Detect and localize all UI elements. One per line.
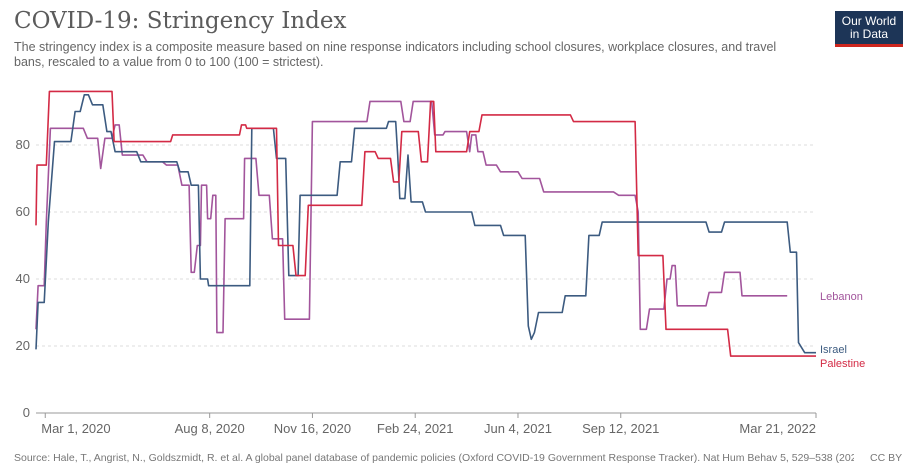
x-tick-label: Jun 4, 2021 (484, 421, 552, 436)
chart-subtitle: The stringency index is a composite meas… (14, 40, 777, 69)
x-tick-label: Mar 21, 2022 (739, 421, 816, 436)
x-axis: Mar 1, 2020 Aug 8, 2020 Nov 16, 2020 Feb 24… (41, 413, 817, 436)
license-link[interactable]: CC BY (870, 452, 903, 464)
logo-line-1: Our World (841, 14, 897, 28)
y-tick-label: 20 (16, 338, 30, 353)
x-tick-label: Feb 24, 2021 (377, 421, 454, 436)
y-axis-ticks: 0 20 40 60 80 (16, 137, 30, 420)
x-tick-label: Sep 12, 2021 (582, 421, 659, 436)
x-tick-label: Nov 16, 2020 (274, 421, 351, 436)
series-label-israel: Israel (820, 344, 847, 356)
series-label-lebanon: Lebanon (820, 291, 863, 303)
series-line-lebanon (35, 100, 788, 334)
logo-line-2: in Data (849, 27, 889, 41)
y-tick-label: 60 (16, 204, 30, 219)
source-note: Source: Hale, T., Angrist, N., Goldszmid… (14, 452, 854, 464)
series-lines (35, 90, 816, 357)
series-line-israel (35, 94, 816, 354)
x-tick-label: Aug 8, 2020 (175, 421, 245, 436)
y-tick-label: 40 (16, 271, 30, 286)
series-labels: Lebanon Israel Palestine (820, 291, 865, 370)
owid-logo[interactable]: Our World in Data (835, 11, 903, 47)
y-tick-label: 80 (16, 137, 30, 152)
x-tick-label: Mar 1, 2020 (41, 421, 110, 436)
y-tick-label: 0 (23, 405, 30, 420)
series-line-palestine (35, 90, 816, 357)
series-label-palestine: Palestine (820, 358, 865, 370)
logo-accent-bar (835, 44, 903, 47)
y-gridlines (36, 144, 816, 414)
chart-title: COVID-19: Stringency Index (14, 8, 347, 34)
